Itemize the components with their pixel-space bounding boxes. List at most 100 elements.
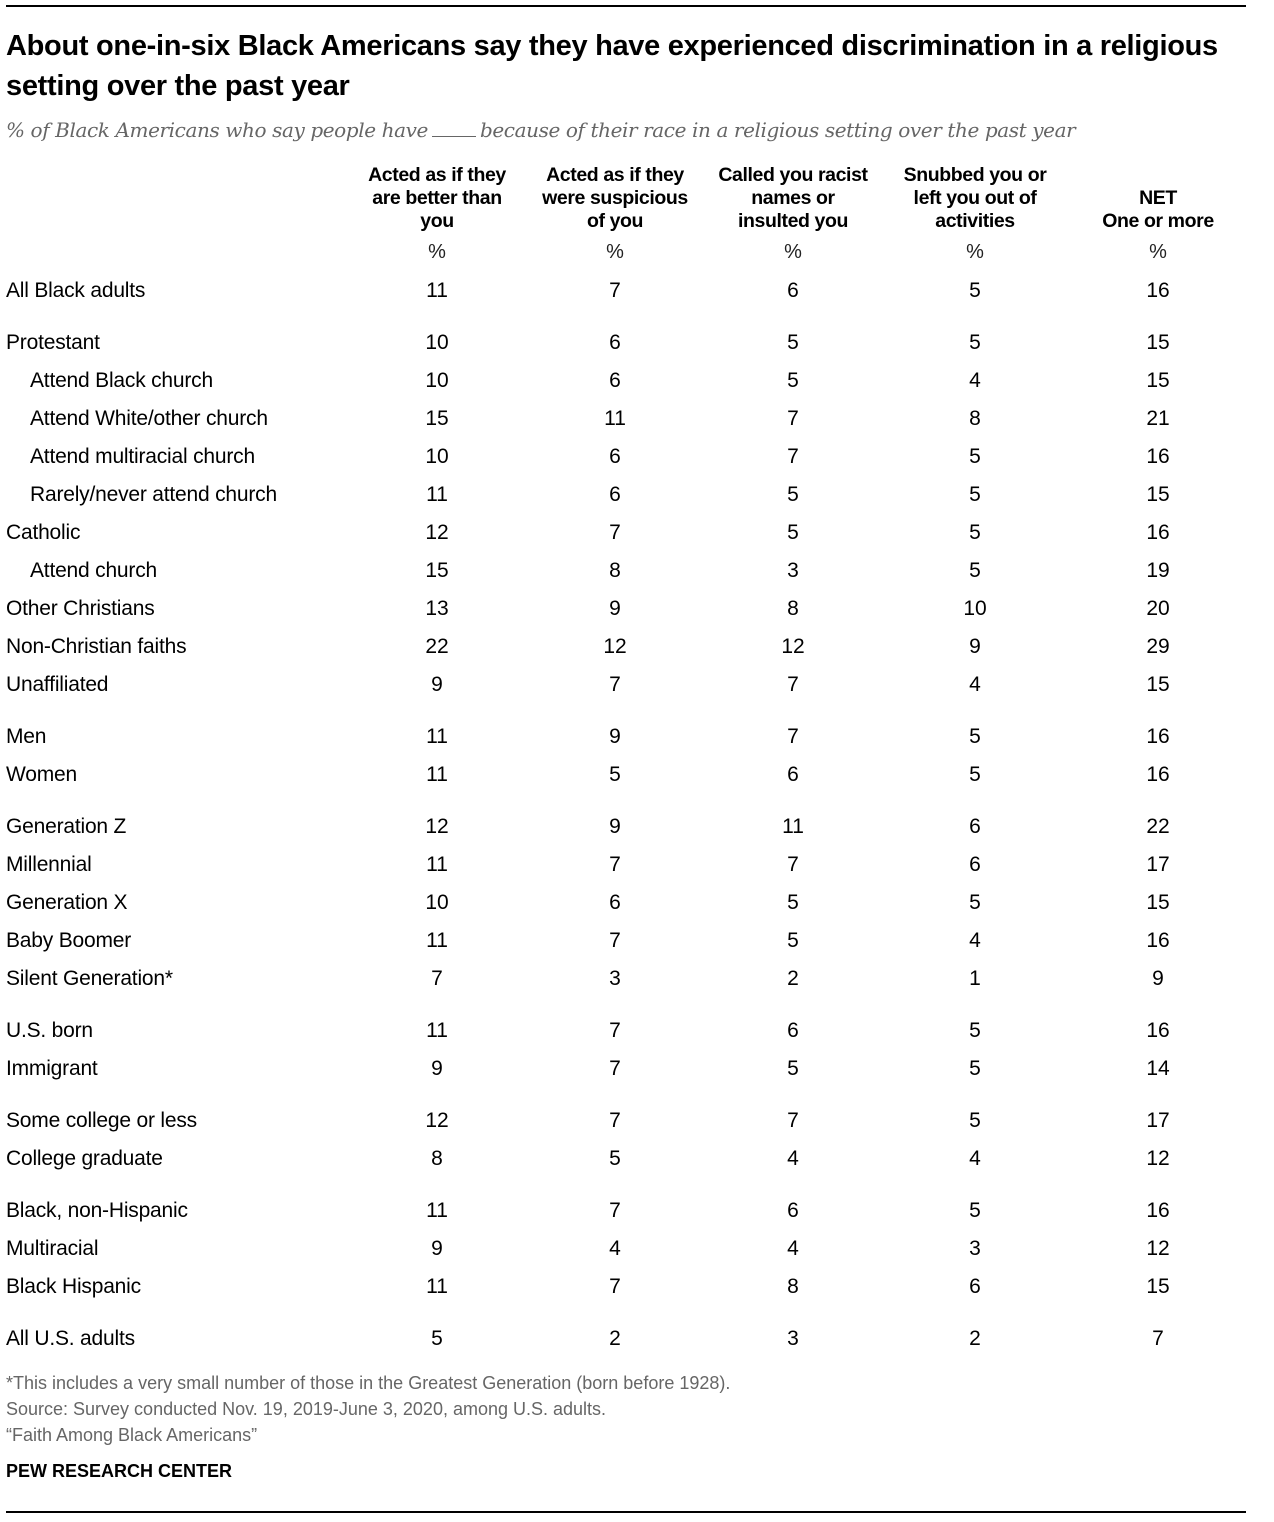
table-cell: 9 <box>609 815 621 838</box>
row-label: Attend church <box>30 559 157 582</box>
table-row: Black, non-Hispanic 11 7 6 5 16 <box>0 1193 1274 1231</box>
table-row: Attend White/other church 15 11 7 8 21 <box>0 401 1274 439</box>
table-cell: 7 <box>609 521 621 544</box>
row-label: Attend multiracial church <box>30 445 255 468</box>
table-cell: 13 <box>425 597 449 620</box>
table-cell: 12 <box>425 1109 449 1132</box>
table-cell: 9 <box>431 673 443 696</box>
table-row: Protestant 10 6 5 5 15 <box>0 325 1274 363</box>
table-cell: 15 <box>1146 673 1170 696</box>
table-cell: 12 <box>425 521 449 544</box>
table-cell: 4 <box>969 369 981 392</box>
table-cell: 29 <box>1146 635 1170 658</box>
table-cell: 6 <box>787 279 799 302</box>
row-group: All Black adults 11 7 6 5 16 <box>0 273 1274 311</box>
table-cell: 16 <box>1146 521 1170 544</box>
table-cell: 22 <box>425 635 449 658</box>
table-cell: 8 <box>431 1147 443 1170</box>
table-cell: 4 <box>969 1147 981 1170</box>
table-cell: 6 <box>969 1275 981 1298</box>
table-cell: 7 <box>609 1275 621 1298</box>
table-cell: 5 <box>969 1109 981 1132</box>
table-cell: 16 <box>1146 445 1170 468</box>
table-cell: 15 <box>1146 891 1170 914</box>
table-row: Attend church 15 8 3 5 19 <box>0 553 1274 591</box>
subtitle-blank <box>431 136 476 137</box>
table-cell: 16 <box>1146 929 1170 952</box>
table-cell: 7 <box>609 1019 621 1042</box>
table-row: Multiracial 9 4 4 3 12 <box>0 1231 1274 1269</box>
source-note: Source: Survey conducted Nov. 19, 2019-J… <box>6 1399 607 1419</box>
table-cell: 5 <box>787 331 799 354</box>
table-cell: 21 <box>1146 407 1170 430</box>
subtitle-before: % of Black Americans who say people have <box>6 118 428 142</box>
table-cell: 3 <box>787 1327 799 1350</box>
table-cell: 6 <box>609 369 621 392</box>
table-row: Millennial 11 7 7 6 17 <box>0 847 1274 885</box>
table-cell: 5 <box>787 521 799 544</box>
table-cell: 5 <box>609 763 621 786</box>
table-row: Black Hispanic 11 7 8 6 15 <box>0 1269 1274 1307</box>
table-row: Catholic 12 7 5 5 16 <box>0 515 1274 553</box>
table-cell: 7 <box>609 929 621 952</box>
table-cell: 7 <box>609 1199 621 1222</box>
row-label: Millennial <box>6 853 92 876</box>
row-group: Protestant 10 6 5 5 15 Attend Black church 10 6 5… <box>0 325 1274 705</box>
table-cell: 12 <box>1146 1147 1170 1170</box>
table-cell: 5 <box>969 1019 981 1042</box>
table-cell: 7 <box>787 673 799 696</box>
table-cell: 7 <box>609 853 621 876</box>
table-cell: 6 <box>609 891 621 914</box>
unit-label: % <box>1149 241 1167 263</box>
column-header: NET One or more <box>1102 187 1214 232</box>
table-cell: 9 <box>969 635 981 658</box>
table-cell: 5 <box>787 483 799 506</box>
table-cell: 17 <box>1146 1109 1170 1132</box>
table-cell: 22 <box>1146 815 1170 838</box>
row-label: Generation X <box>6 891 128 914</box>
table-cell: 5 <box>969 763 981 786</box>
table-cell: 11 <box>426 1275 448 1298</box>
table-row: Rarely/never attend church 11 6 5 5 15 <box>0 477 1274 515</box>
top-rule <box>6 5 1246 7</box>
table-row: Women 11 5 6 5 16 <box>0 757 1274 795</box>
table-cell: 6 <box>787 1019 799 1042</box>
unit-label: % <box>606 241 624 263</box>
table-cell: 8 <box>969 407 981 430</box>
table-cell: 11 <box>426 279 448 302</box>
table-cell: 9 <box>609 597 621 620</box>
row-group: U.S. born 11 7 6 5 16 Immigrant 9 7 5 5 14 <box>0 1013 1274 1089</box>
column-header: Called you racist names or insulted you <box>718 164 868 232</box>
table-cell: 9 <box>431 1057 443 1080</box>
row-label: Unaffiliated <box>6 673 109 696</box>
table-cell: 6 <box>787 763 799 786</box>
table-cell: 5 <box>969 559 981 582</box>
row-group: Some college or less 12 7 7 5 17 College gradu… <box>0 1103 1274 1179</box>
table-cell: 5 <box>609 1147 621 1170</box>
table-cell: 11 <box>426 725 448 748</box>
table-cell: 10 <box>425 369 449 392</box>
table-cell: 5 <box>969 891 981 914</box>
table-cell: 8 <box>609 559 621 582</box>
table-cell: 15 <box>1146 331 1170 354</box>
table-cell: 5 <box>969 725 981 748</box>
table-cell: 6 <box>969 853 981 876</box>
row-label: Baby Boomer <box>6 929 132 952</box>
table-cell: 5 <box>787 929 799 952</box>
bottom-rule <box>6 1511 1246 1513</box>
table-cell: 6 <box>609 331 621 354</box>
table-cell: 15 <box>1146 1275 1170 1298</box>
table-cell: 9 <box>431 1237 443 1260</box>
table-cell: 5 <box>969 1199 981 1222</box>
table-cell: 2 <box>787 967 799 990</box>
table-cell: 16 <box>1146 725 1170 748</box>
table-cell: 1 <box>969 967 981 990</box>
column-header: Acted as if they were suspicious of you <box>542 164 688 232</box>
row-label: Multiracial <box>6 1237 99 1260</box>
table-cell: 7 <box>787 1109 799 1132</box>
table-cell: 15 <box>1146 369 1170 392</box>
row-label: Attend White/other church <box>30 407 268 430</box>
table-cell: 17 <box>1146 853 1170 876</box>
table-cell: 5 <box>969 331 981 354</box>
table-cell: 5 <box>969 521 981 544</box>
